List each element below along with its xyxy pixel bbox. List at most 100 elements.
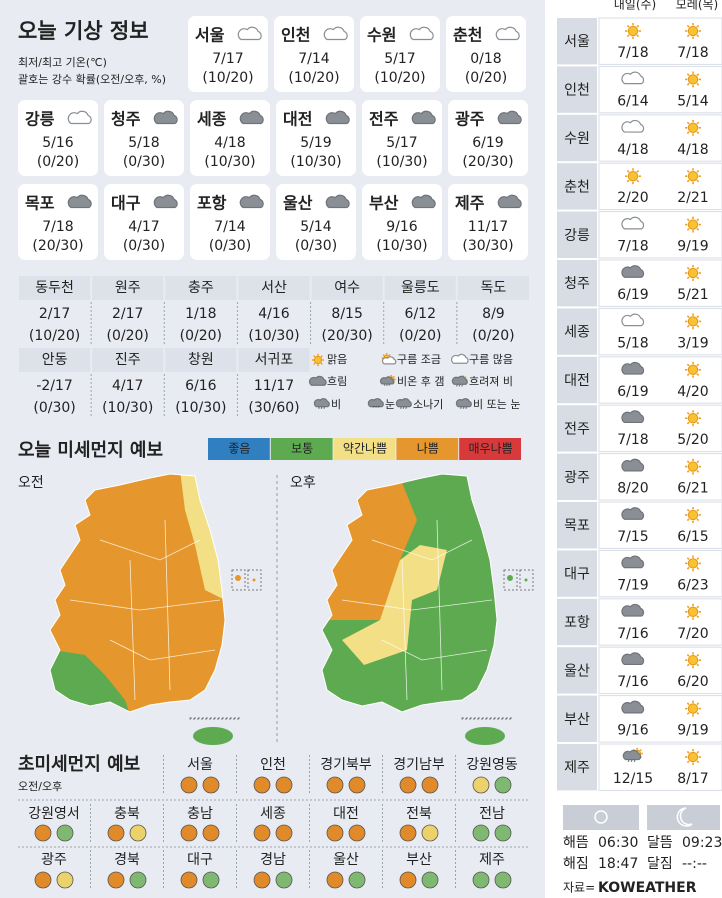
cloud	[411, 194, 436, 209]
dust-dot	[275, 824, 293, 842]
cloud	[621, 410, 645, 424]
drop	[458, 384, 461, 387]
sun-ray	[696, 654, 700, 657]
temp-cell	[598, 114, 722, 162]
sun-ray	[696, 363, 700, 367]
city-name: 원주	[115, 280, 141, 296]
sun	[687, 413, 699, 424]
dokdo-box	[247, 569, 262, 591]
inset	[189, 717, 241, 720]
region-name: 경북	[114, 852, 140, 868]
temp-cell	[598, 307, 722, 356]
forecast-temp: 7/16	[617, 626, 649, 642]
forecast-temp: 3/19	[677, 335, 708, 351]
city-rain: (10/30)	[248, 328, 299, 344]
region-border	[109, 639, 216, 661]
sun-ray	[686, 131, 690, 134]
sun-ray	[686, 508, 690, 512]
dokdo-box	[519, 569, 534, 591]
sun-ray	[696, 615, 700, 618]
sun-ray	[636, 179, 640, 183]
forecast-temp: 7/15	[617, 529, 648, 545]
forecast-temp: 7/18	[617, 239, 648, 255]
city-name: 울릉도	[401, 280, 440, 296]
dust-dot	[180, 871, 198, 889]
city-rain: (10/30)	[376, 238, 427, 254]
city-rain: (0/20)	[107, 328, 149, 344]
cloud	[621, 652, 645, 666]
sun-ray	[686, 373, 690, 376]
cloud	[367, 398, 384, 408]
sun-ray	[686, 460, 690, 464]
city-temp: 5/14	[300, 219, 332, 235]
region-name: 대구	[187, 852, 213, 868]
sun-ray	[696, 179, 700, 183]
sun-ray	[686, 654, 690, 657]
city-name: 강릉	[564, 228, 590, 244]
ulleung	[507, 575, 513, 581]
temp-cell	[598, 501, 722, 549]
sun-ray	[392, 375, 395, 378]
sun-ray	[626, 170, 630, 173]
sun	[687, 558, 699, 569]
city-name: 대전	[283, 110, 312, 129]
dust-dot	[348, 776, 366, 794]
city-rain: (20/30)	[322, 328, 373, 344]
city-rain: (10/20)	[202, 70, 253, 86]
dust-dot	[421, 871, 439, 889]
temp-cell	[598, 211, 722, 259]
city-cell	[557, 18, 597, 65]
sun-ray	[382, 353, 385, 357]
cloud	[153, 110, 178, 125]
table-header	[457, 276, 529, 300]
cloud	[621, 216, 645, 230]
sun-ray	[686, 712, 690, 715]
city-rain: (10/30)	[204, 154, 255, 170]
drop	[461, 384, 464, 387]
city-cell	[557, 163, 597, 210]
ultrafine-subtitle: 오전/오후	[18, 780, 62, 793]
cloud	[395, 398, 412, 408]
cloud	[239, 110, 264, 125]
sun-ray	[696, 34, 700, 38]
city-temp: 11/17	[254, 378, 294, 394]
city-name: 충주	[188, 280, 214, 296]
sun-ray	[696, 557, 700, 560]
sun-ray	[686, 566, 690, 570]
city-temp: -2/17	[36, 378, 73, 394]
city-rain: (0/30)	[123, 238, 165, 254]
table-header	[92, 348, 164, 372]
city-name: 제주	[564, 760, 590, 776]
city-rain: (0/30)	[295, 238, 337, 254]
city-temp: 4/16	[258, 306, 290, 322]
city-rain: (10/30)	[376, 154, 427, 170]
cloud	[497, 194, 522, 209]
cloud	[621, 603, 645, 617]
city-temp: 2/17	[112, 306, 143, 322]
dust-dot	[326, 776, 344, 794]
dust-dot	[34, 824, 52, 842]
sun-ray	[636, 170, 640, 173]
city-rain: (0/20)	[399, 328, 441, 344]
snow: *	[372, 406, 374, 410]
sun-ray	[696, 266, 700, 270]
cloud	[325, 110, 350, 125]
city-name: 대구	[111, 194, 141, 213]
city-temp: 4/18	[214, 135, 245, 151]
dust-dot	[472, 776, 490, 794]
dust-dot	[399, 776, 417, 794]
drop	[320, 406, 323, 409]
temp-cell	[598, 646, 722, 695]
temp-cell	[598, 259, 722, 307]
dust-dot	[348, 871, 366, 889]
city-name: 울산	[283, 194, 313, 213]
sun-ray	[686, 218, 690, 222]
drop	[405, 406, 408, 409]
sun	[627, 25, 639, 37]
scale-swatch	[396, 438, 459, 460]
dust-dot	[129, 871, 147, 889]
astro-label: 해짐	[563, 856, 589, 872]
cloud	[621, 71, 645, 85]
city-name: 창원	[188, 352, 214, 368]
map-label: 오전	[18, 475, 44, 491]
